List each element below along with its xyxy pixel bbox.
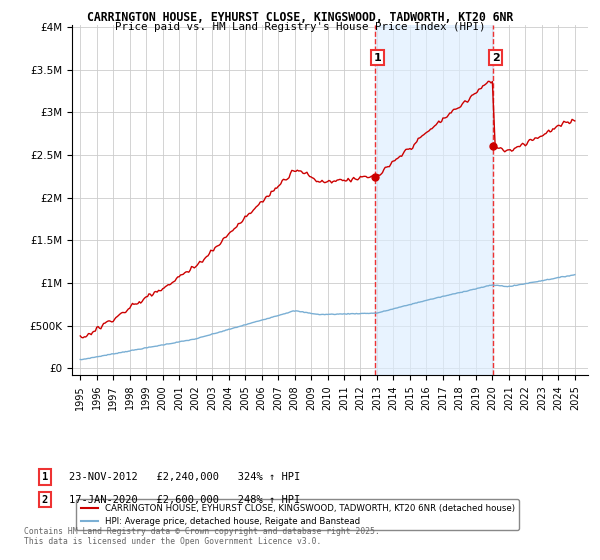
Text: 2: 2 bbox=[42, 494, 48, 505]
Text: CARRINGTON HOUSE, EYHURST CLOSE, KINGSWOOD, TADWORTH, KT20 6NR: CARRINGTON HOUSE, EYHURST CLOSE, KINGSWO… bbox=[87, 11, 513, 24]
Legend: CARRINGTON HOUSE, EYHURST CLOSE, KINGSWOOD, TADWORTH, KT20 6NR (detached house),: CARRINGTON HOUSE, EYHURST CLOSE, KINGSWO… bbox=[76, 499, 519, 530]
Text: 1: 1 bbox=[42, 472, 48, 482]
Text: Contains HM Land Registry data © Crown copyright and database right 2025.
This d: Contains HM Land Registry data © Crown c… bbox=[24, 526, 380, 546]
Text: Price paid vs. HM Land Registry's House Price Index (HPI): Price paid vs. HM Land Registry's House … bbox=[115, 22, 485, 32]
Text: 23-NOV-2012   £2,240,000   324% ↑ HPI: 23-NOV-2012 £2,240,000 324% ↑ HPI bbox=[69, 472, 300, 482]
Bar bbox=[376, 25, 493, 375]
Text: 17-JAN-2020   £2,600,000   248% ↑ HPI: 17-JAN-2020 £2,600,000 248% ↑ HPI bbox=[69, 494, 300, 505]
Text: 2: 2 bbox=[492, 53, 500, 63]
Text: 1: 1 bbox=[374, 53, 382, 63]
